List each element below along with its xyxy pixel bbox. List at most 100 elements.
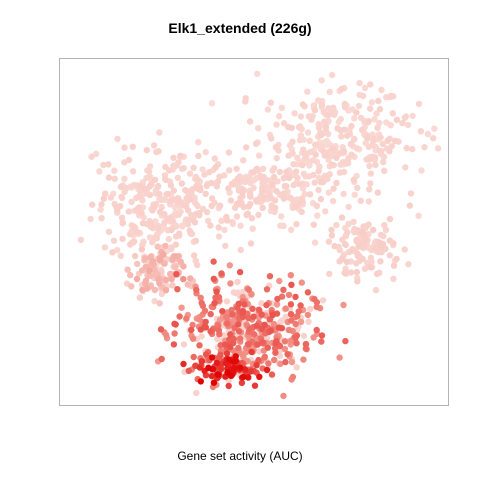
scatter-point <box>367 105 374 112</box>
scatter-point <box>273 121 280 128</box>
scatter-point <box>292 320 299 328</box>
scatter-point <box>245 203 252 210</box>
scatter-point <box>207 328 214 335</box>
scatter-point <box>375 97 382 105</box>
scatter-point <box>233 213 241 220</box>
scatter-point <box>223 313 230 321</box>
scatter-point <box>304 289 312 296</box>
scatter-point <box>277 360 284 368</box>
scatter-point <box>366 186 373 193</box>
scatter-point <box>280 120 288 127</box>
scatter-point <box>313 202 321 210</box>
scatter-point <box>167 182 175 189</box>
scatter-point <box>342 337 349 345</box>
scatter-point <box>292 334 299 341</box>
scatter-point <box>156 256 163 264</box>
scatter-point <box>129 143 136 150</box>
scatter-point <box>287 311 295 318</box>
scatter-point <box>378 147 385 155</box>
scatter-point <box>285 326 293 334</box>
scatter-point <box>336 246 343 254</box>
scatter-point <box>373 270 381 277</box>
scatter-point <box>207 222 214 229</box>
scatter-point <box>158 195 166 203</box>
scatter-point <box>254 70 261 77</box>
scatter-point <box>274 295 281 303</box>
scatter-point <box>225 382 232 390</box>
scatter-point <box>119 220 126 227</box>
scatter-point <box>176 313 183 320</box>
scatter-point <box>285 174 293 182</box>
scatter-point <box>361 244 368 251</box>
scatter-point <box>372 287 380 294</box>
scatter-point <box>227 331 234 338</box>
scatter-point <box>351 191 358 198</box>
scatter-point <box>341 100 348 108</box>
scatter-point <box>153 148 160 156</box>
scatter-point <box>421 144 428 151</box>
scatter-point <box>378 86 385 94</box>
scatter-point <box>158 203 165 211</box>
points-layer <box>77 70 442 400</box>
scatter-point <box>141 185 148 192</box>
scatter-point <box>230 289 238 296</box>
scatter-point <box>194 202 201 210</box>
scatter-point <box>171 330 178 337</box>
scatter-point <box>388 143 395 150</box>
scatter-point <box>358 126 366 134</box>
scatter-point <box>96 168 103 175</box>
scatter-point <box>390 262 398 269</box>
scatter-point <box>182 186 189 194</box>
scatter-point <box>270 173 278 181</box>
scatter-point <box>192 237 200 244</box>
scatter-point <box>169 282 176 289</box>
scatter-point <box>263 366 271 374</box>
scatter-point <box>338 133 345 140</box>
scatter-point <box>326 171 333 178</box>
scatter-point <box>264 106 271 113</box>
scatter-point <box>165 235 172 243</box>
scatter-point <box>343 132 351 139</box>
scatter-point <box>305 318 312 325</box>
scatter-point <box>215 224 222 231</box>
scatter-point <box>329 197 337 205</box>
scatter-point <box>238 199 245 206</box>
scatter-point <box>369 142 376 149</box>
scatter-point <box>239 359 246 367</box>
scatter-point <box>285 123 292 131</box>
scatter-point <box>339 159 347 166</box>
scatter-point <box>211 300 218 307</box>
scatter-point <box>239 188 246 196</box>
scatter-point <box>258 311 265 318</box>
scatter-point <box>107 194 114 201</box>
scatter-point <box>297 318 305 325</box>
scatter-point <box>314 212 321 219</box>
scatter-point <box>174 174 182 181</box>
scatter-point <box>282 305 289 312</box>
scatter-point <box>174 286 181 293</box>
scatter-point <box>340 147 348 155</box>
scatter-point <box>360 223 367 230</box>
scatter-point <box>248 291 255 298</box>
scatter-point <box>153 235 160 242</box>
scatter-point <box>194 176 201 184</box>
scatter-point <box>393 255 400 263</box>
scatter-point <box>334 125 341 132</box>
scatter-point <box>274 178 281 185</box>
scatter-point <box>379 158 387 166</box>
scatter-point <box>111 167 118 174</box>
scatter-point <box>202 148 209 156</box>
scatter-point <box>214 371 222 378</box>
scatter-point <box>154 183 162 190</box>
scatter-point <box>133 228 141 236</box>
scatter-point <box>281 183 288 190</box>
scatter-point <box>333 221 340 229</box>
scatter-point <box>288 195 295 202</box>
scatter-point <box>180 360 187 368</box>
scatter-point <box>202 351 210 358</box>
scatter-point <box>370 226 377 234</box>
scatter-point <box>154 243 161 250</box>
scatter-point <box>315 168 322 175</box>
scatter-point <box>405 261 412 268</box>
scatter-point <box>337 115 344 123</box>
